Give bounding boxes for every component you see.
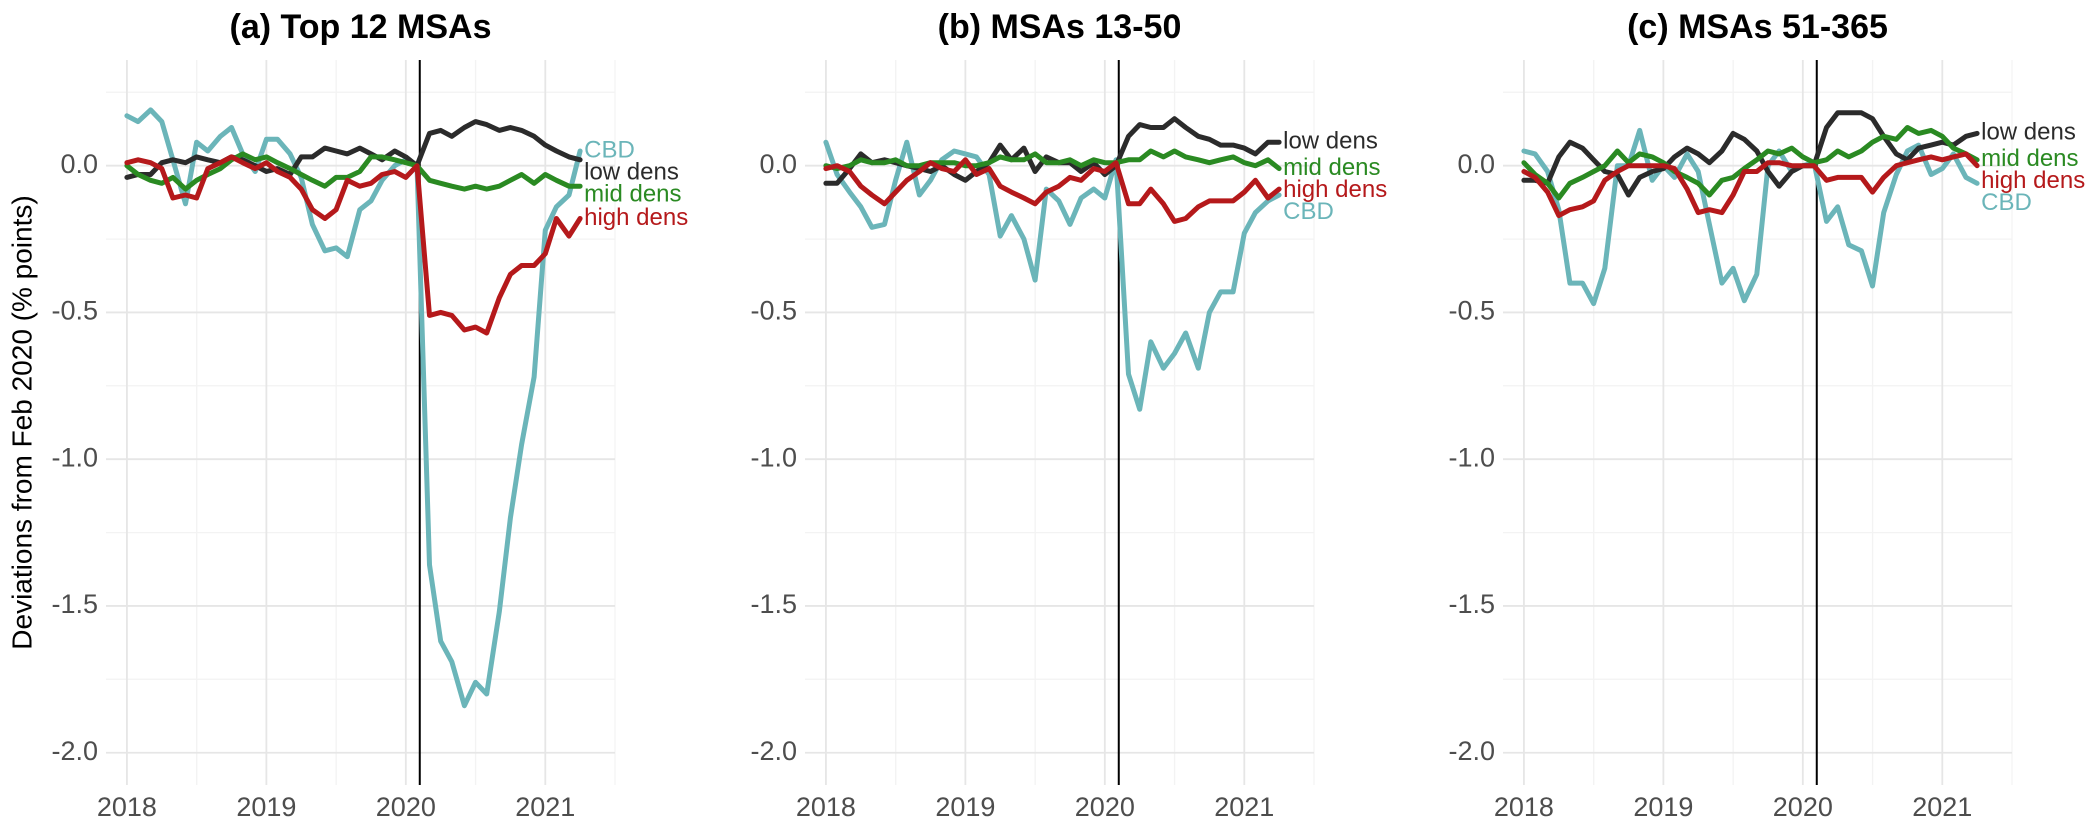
series-label: high dens: [584, 204, 688, 231]
series-line: [1521, 110, 1980, 198]
series-line: [823, 116, 1282, 186]
y-tick-label: -0.5: [1448, 296, 1495, 326]
series-line: [1521, 125, 1980, 201]
x-tick-label: 2018: [1494, 792, 1554, 822]
series-line: [823, 157, 1282, 224]
y-tick-label: -1.5: [750, 589, 797, 619]
x-tick-label: 2021: [515, 792, 575, 822]
x-tick-label: 2021: [1912, 792, 1972, 822]
series-line: [1521, 151, 1980, 219]
x-tick-label: 2018: [796, 792, 856, 822]
y-tick-label: -0.5: [51, 296, 98, 326]
series-label: CBD: [584, 136, 635, 163]
series-label: low dens: [584, 158, 679, 185]
series-label: high dens: [1283, 176, 1387, 203]
series-label: mid dens: [1981, 145, 2078, 172]
series-line: [124, 119, 583, 180]
chart-title: (c) MSAs 51-365: [1627, 8, 1888, 46]
series-line: [124, 154, 583, 336]
x-tick-label: 2020: [1075, 792, 1135, 822]
series-label: mid dens: [1283, 154, 1380, 181]
chart-title: (b) MSAs 13-50: [938, 8, 1182, 46]
y-tick-label: 0.0: [759, 149, 797, 179]
y-tick-label: -2.0: [51, 736, 98, 766]
y-tick-label: 0.0: [60, 149, 98, 179]
series-line: [823, 148, 1282, 172]
series-label: CBD: [1283, 198, 1334, 225]
x-tick-label: 2018: [97, 792, 157, 822]
series-label: low dens: [1283, 128, 1378, 155]
y-axis-label: Deviations from Feb 2020 (% points): [6, 195, 37, 649]
y-tick-label: -2.0: [750, 736, 797, 766]
y-tick-label: -1.5: [1448, 589, 1495, 619]
y-tick-label: 0.0: [1457, 149, 1495, 179]
x-tick-label: 2019: [1633, 792, 1693, 822]
chart-title: (a) Top 12 MSAs: [230, 8, 492, 46]
series-label: CBD: [1981, 189, 2032, 216]
x-tick-label: 2019: [236, 792, 296, 822]
y-tick-label: -1.0: [750, 442, 797, 472]
series-line: [124, 107, 583, 709]
x-tick-label: 2019: [935, 792, 995, 822]
y-tick-label: -1.5: [51, 589, 98, 619]
series-label: mid dens: [584, 180, 681, 207]
x-tick-label: 2021: [1214, 792, 1274, 822]
x-tick-label: 2020: [376, 792, 436, 822]
series-label: high dens: [1981, 167, 2085, 194]
y-tick-label: -0.5: [750, 296, 797, 326]
y-tick-label: -2.0: [1448, 736, 1495, 766]
y-tick-label: -1.0: [1448, 442, 1495, 472]
series-label: low dens: [1981, 119, 2076, 146]
y-tick-label: -1.0: [51, 442, 98, 472]
x-tick-label: 2020: [1773, 792, 1833, 822]
series-line: [823, 139, 1282, 412]
